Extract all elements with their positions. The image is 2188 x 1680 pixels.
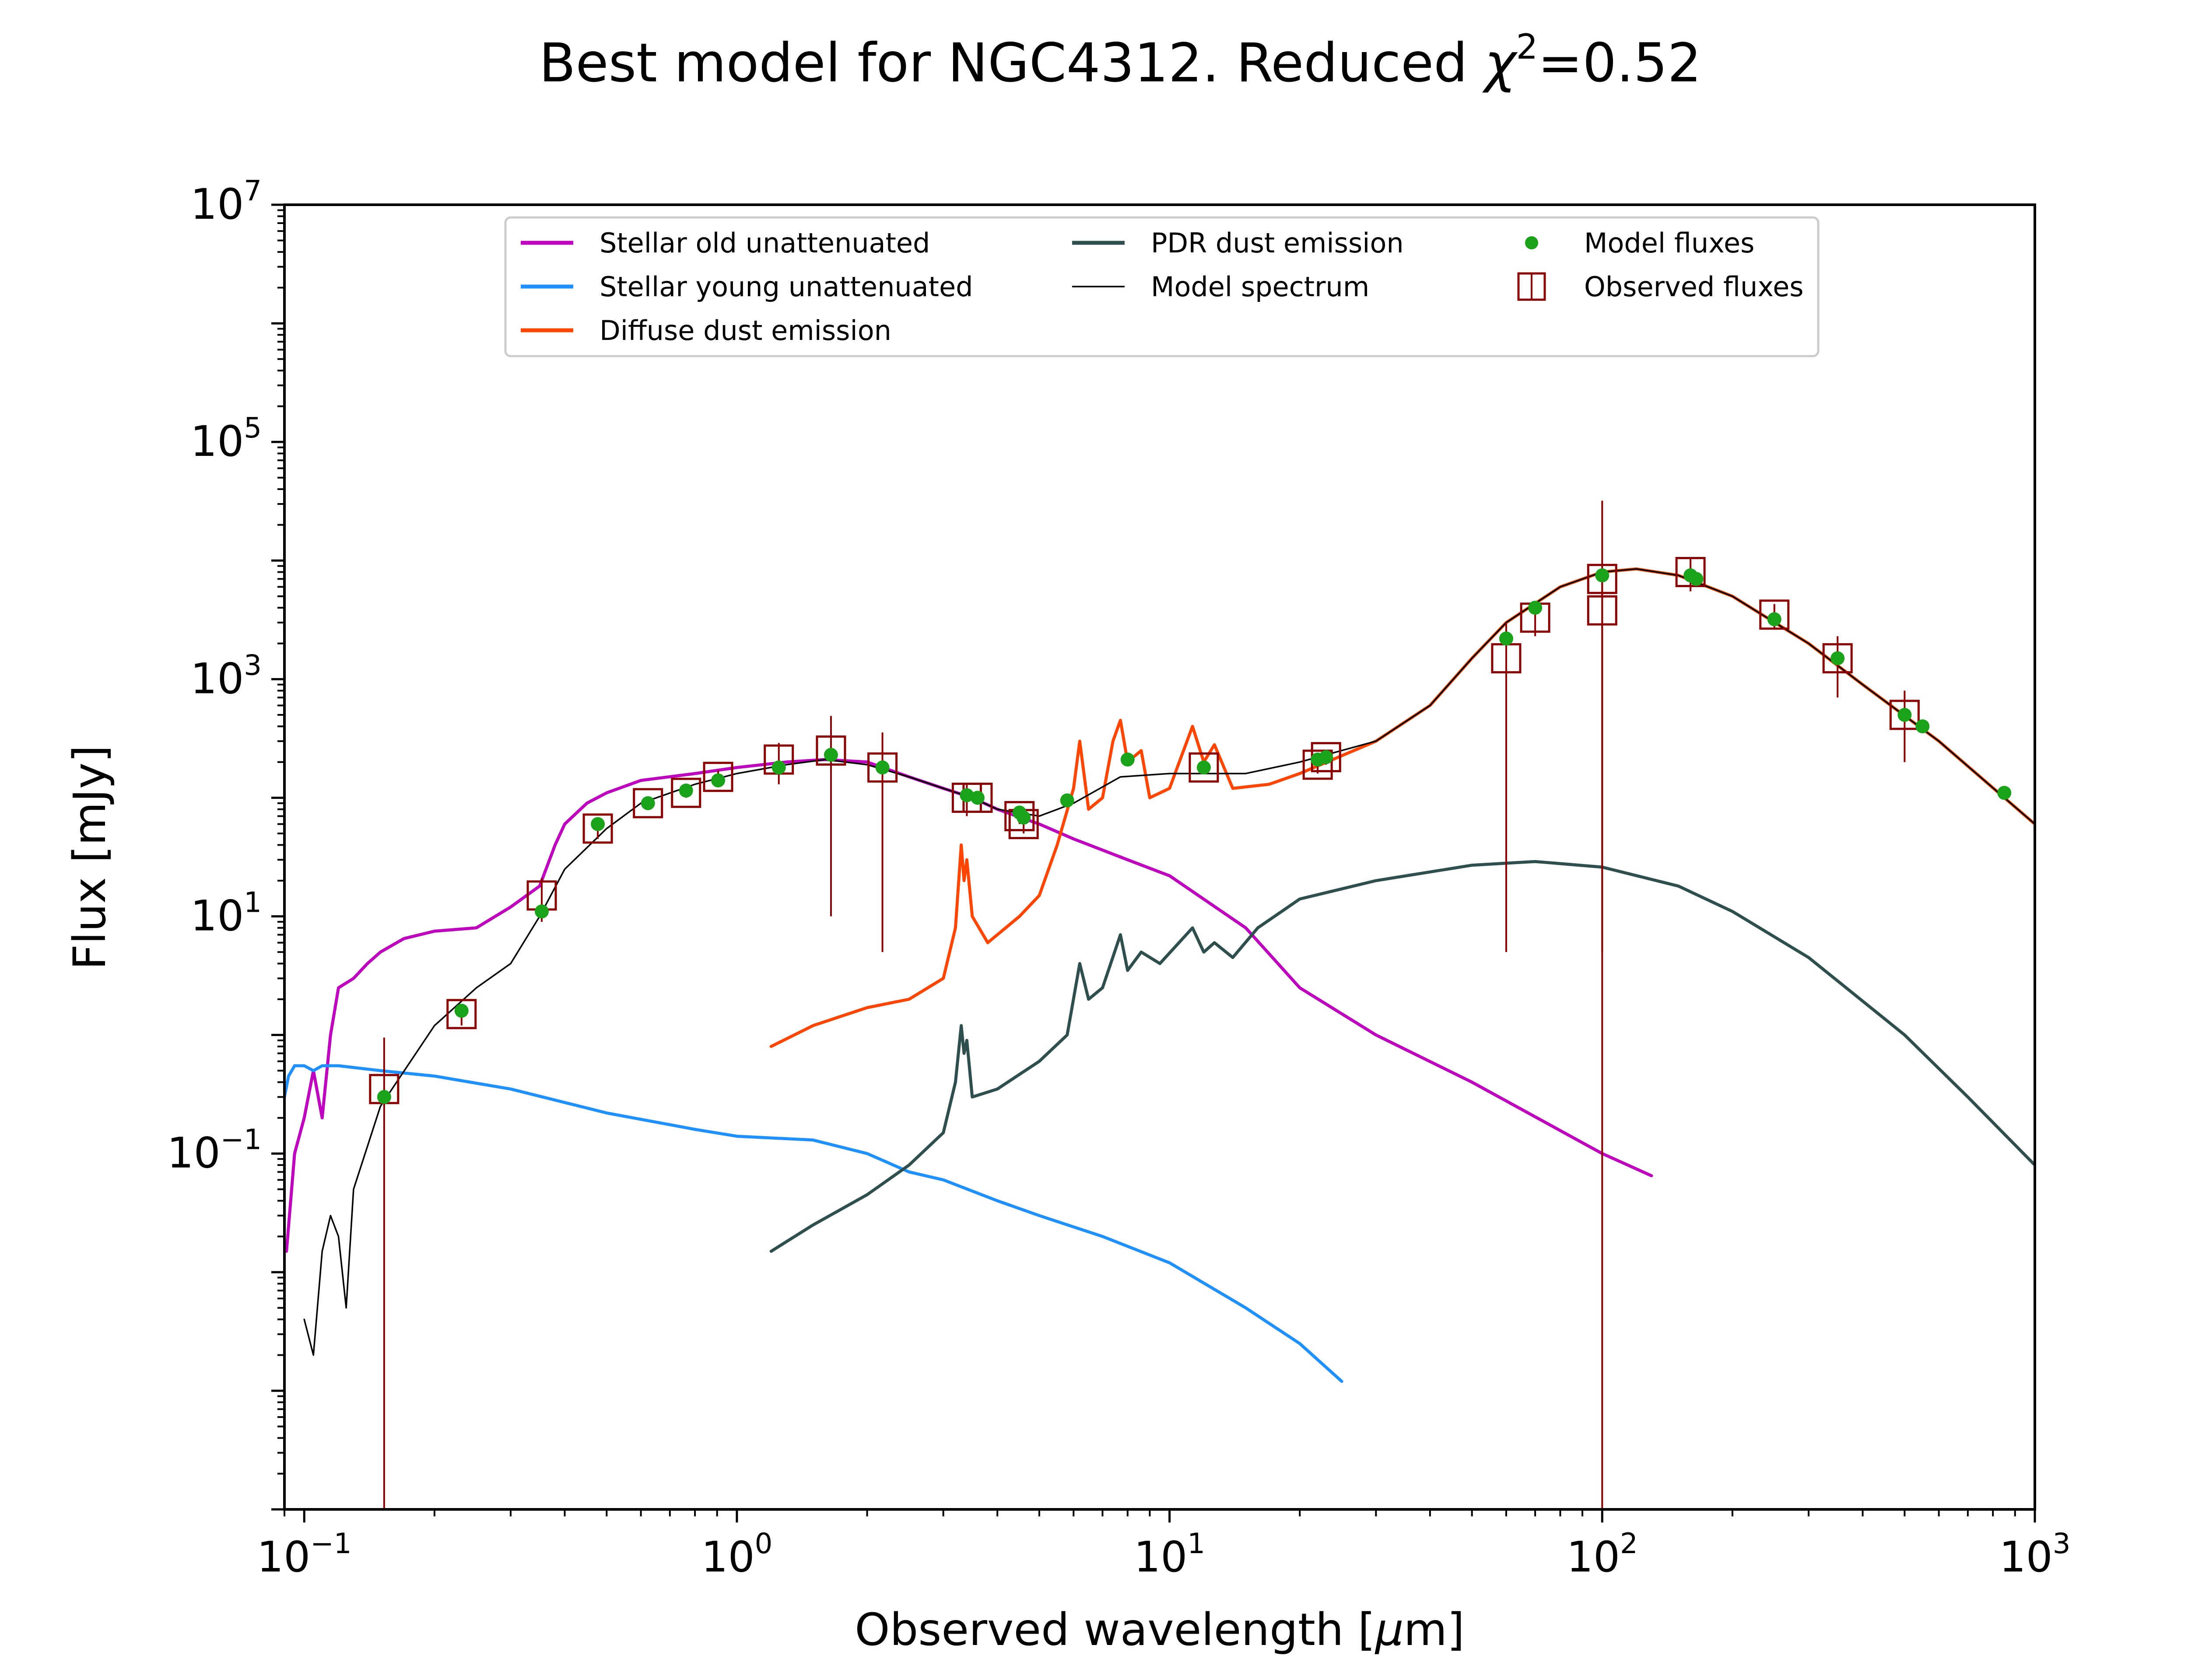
model-flux-point <box>1196 760 1211 775</box>
model-flux-point <box>824 748 838 762</box>
observed-flux-point <box>867 752 898 783</box>
model-flux-point <box>1767 612 1781 626</box>
x-tick-label: 10−1 <box>257 1528 352 1582</box>
legend-label-model-fluxes: Model fluxes <box>1584 227 1754 259</box>
model-flux-point <box>535 904 549 919</box>
y-tick-label: 105 <box>190 412 262 466</box>
series-line-model-spectrum <box>303 568 2035 1356</box>
model-flux-point <box>1897 707 1912 722</box>
y-tick-label: 10−1 <box>167 1124 262 1178</box>
series-line-stellar-young-unattenuated <box>284 1064 1343 1383</box>
model-flux-point <box>970 791 985 805</box>
legend-label-diffuse-dust-emission: Diffuse dust emission <box>600 315 891 346</box>
model-flux-point <box>960 788 974 802</box>
plot-frame <box>283 203 2036 1511</box>
observed-flux-point <box>1189 752 1219 783</box>
x-tick-label: 102 <box>1567 1528 1638 1582</box>
x-axis-label: Observed wavelength [μm] <box>855 1604 1465 1656</box>
legend-label-stellar-young-unattenuated: Stellar young unattenuated <box>600 271 973 303</box>
observed-flux-point <box>1302 749 1333 780</box>
observed-flux-point <box>816 735 846 766</box>
model-flux-point <box>1017 810 1031 825</box>
observed-flux-point <box>671 777 701 808</box>
observed-flux-point <box>633 788 663 819</box>
model-flux-point <box>1830 651 1845 665</box>
model-flux-point <box>1499 631 1513 646</box>
y-tick-label: 103 <box>190 649 262 703</box>
observed-flux-point <box>582 813 613 844</box>
legend: Stellar old unattenuated Stellar young un… <box>504 216 1820 357</box>
series-line-pdr-dust-emission <box>769 860 2035 1253</box>
legend-label-stellar-old-unattenuated: Stellar old unattenuated <box>600 227 930 259</box>
observed-flux-point <box>1822 643 1853 674</box>
legend-box <box>504 216 1820 357</box>
observed-flux-point <box>1587 564 1617 594</box>
legend-label-model-spectrum: Model spectrum <box>1151 271 1369 303</box>
model-flux-point <box>1689 572 1704 586</box>
x-axis: 10−1 100 101 102 103 <box>257 1509 2070 1582</box>
observed-flux-point <box>1004 801 1035 831</box>
legend-swatch-model-fluxes <box>1525 236 1538 249</box>
chart-title: Best model for NGC4312. Reduced χ2=0.52 <box>539 28 1701 94</box>
model-flux-point <box>711 773 726 788</box>
model-flux-point <box>1319 750 1333 764</box>
x-tick-label: 103 <box>1999 1528 2071 1582</box>
model-flux-point <box>875 760 890 775</box>
model-flux-point <box>679 783 693 798</box>
series-line-stellar-old-unattenuated <box>285 758 1653 1253</box>
x-tick-label: 101 <box>1134 1528 1205 1582</box>
observed-flux-point <box>446 999 477 1029</box>
y-axis-label: Flux [mJy] <box>64 745 116 970</box>
model-flux-point <box>1997 786 2012 800</box>
plot-area <box>284 500 2035 1509</box>
model-flux-point <box>641 796 655 810</box>
model-flux-point <box>591 817 605 831</box>
y-axis: 10−1 101 103 105 107 <box>167 175 284 1511</box>
y-tick-label: 107 <box>190 175 262 229</box>
observed-flux-point <box>1759 599 1790 630</box>
observed-flux-point <box>1889 700 1920 730</box>
model-flux-point <box>1120 752 1135 767</box>
legend-label-pdr-dust-emission: PDR dust emission <box>1151 227 1404 259</box>
legend-label-observed-fluxes: Observed fluxes <box>1584 271 1804 303</box>
model-flux-point <box>771 760 786 775</box>
model-flux-point <box>1915 719 1930 734</box>
model-flux-point <box>454 1004 469 1018</box>
model-flux-point <box>1060 793 1074 808</box>
series-line-diffuse-dust-emission <box>769 567 2035 1048</box>
observed-flux-point <box>1675 557 1706 588</box>
legend-swatch-observed-fluxes <box>1517 272 1546 301</box>
y-tick-label: 101 <box>190 887 262 941</box>
x-tick-label: 100 <box>701 1528 772 1582</box>
model-flux-point <box>377 1090 391 1104</box>
model-flux-point <box>1528 601 1543 615</box>
observed-flux-point <box>703 762 733 792</box>
model-flux-point <box>1595 568 1609 583</box>
